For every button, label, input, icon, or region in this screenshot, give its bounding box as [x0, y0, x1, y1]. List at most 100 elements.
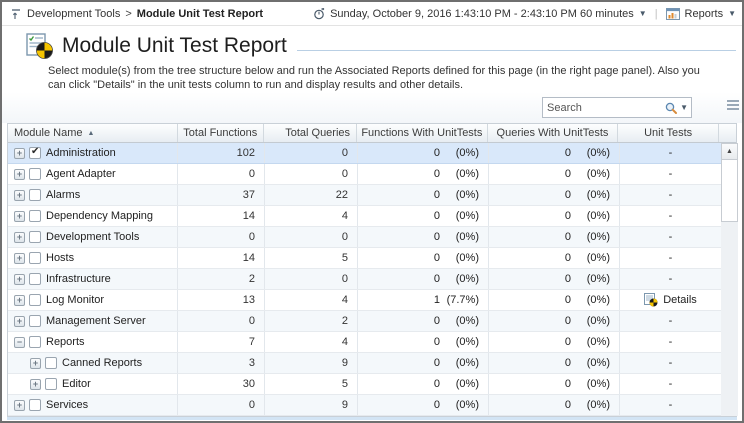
search-icon[interactable]: [664, 101, 678, 115]
table-row[interactable]: + Development Tools 0 0 0 (0%) 0 (0%) -: [8, 227, 721, 248]
module-name-cell: + Log Monitor: [8, 290, 178, 310]
column-header-unit-tests[interactable]: Unit Tests: [618, 124, 719, 142]
page-title: Module Unit Test Report: [62, 34, 287, 57]
grid-options-icon[interactable]: [727, 100, 741, 114]
header-filler: [719, 124, 736, 142]
table-row[interactable]: + Dependency Mapping 14 4 0 (0%) 0 (0%) -: [8, 206, 721, 227]
scrollbar-thumb[interactable]: [721, 160, 738, 222]
table-row[interactable]: + Editor 30 5 0 (0%) 0 (0%) -: [8, 374, 721, 395]
reports-dropdown[interactable]: Reports ▼: [665, 7, 736, 20]
expand-icon[interactable]: +: [14, 399, 25, 411]
report-chart-icon: [665, 7, 680, 20]
scroll-up-button[interactable]: ▲: [721, 143, 738, 160]
unit-tests-cell: -: [620, 143, 721, 163]
row-checkbox[interactable]: [29, 273, 41, 285]
row-checkbox[interactable]: [29, 315, 41, 327]
queries-with-unittests-cell: 0 (0%): [489, 143, 620, 163]
queries-with-unittests-cell: 0 (0%): [489, 290, 620, 310]
breadcrumb-separator: >: [125, 7, 132, 20]
time-range-dropdown[interactable]: Sunday, October 9, 2016 1:43:10 PM - 2:4…: [313, 7, 647, 20]
column-header-functions-with-unittests[interactable]: Functions With UnitTests: [357, 124, 488, 142]
row-checkbox[interactable]: [29, 294, 41, 306]
expand-icon[interactable]: +: [14, 168, 25, 180]
unit-tests-cell: -: [620, 248, 721, 268]
table-row[interactable]: + Log Monitor 13 4 1 (7.7%) 0 (0%) Details: [8, 290, 721, 311]
row-checkbox[interactable]: [29, 168, 41, 180]
expand-icon[interactable]: +: [14, 273, 25, 285]
row-checkbox[interactable]: [45, 378, 57, 390]
expand-icon[interactable]: +: [30, 357, 41, 369]
total-queries-cell: 0: [265, 227, 358, 247]
unit-tests-cell: -: [620, 395, 721, 415]
breadcrumb-parent[interactable]: Development Tools: [27, 7, 121, 20]
total-queries-cell: 4: [265, 290, 358, 310]
row-checkbox[interactable]: [29, 252, 41, 264]
unit-tests-value: -: [668, 315, 673, 327]
row-checkbox[interactable]: [45, 357, 57, 369]
unit-test-report-icon: [26, 32, 54, 60]
table-row[interactable]: + Infrastructure 2 0 0 (0%) 0 (0%) -: [8, 269, 721, 290]
module-name: Dependency Mapping: [46, 210, 154, 222]
table-row[interactable]: + Management Server 0 2 0 (0%) 0 (0%) -: [8, 311, 721, 332]
vertical-scrollbar[interactable]: ▲: [721, 143, 738, 416]
column-header-total-queries[interactable]: Total Queries: [264, 124, 358, 142]
row-checkbox[interactable]: [29, 210, 41, 222]
total-queries-cell: 4: [265, 206, 358, 226]
total-functions-cell: 2: [178, 269, 265, 289]
expand-icon[interactable]: +: [14, 210, 25, 222]
module-name-cell: + Alarms: [8, 185, 178, 205]
row-checkbox[interactable]: [29, 399, 41, 411]
unit-tests-cell: -: [620, 164, 721, 184]
table-row[interactable]: + Services 0 9 0 (0%) 0 (0%) -: [8, 395, 721, 416]
expand-icon[interactable]: +: [14, 252, 25, 264]
expand-icon[interactable]: +: [14, 231, 25, 243]
queries-with-unittests-cell: 0 (0%): [489, 332, 620, 352]
bottom-strip: [7, 416, 737, 420]
expand-icon[interactable]: +: [14, 189, 25, 201]
row-checkbox[interactable]: [29, 189, 41, 201]
collapse-icon[interactable]: −: [14, 336, 25, 348]
module-name: Log Monitor: [46, 294, 105, 306]
row-checkbox[interactable]: [29, 146, 41, 159]
table-row[interactable]: + Hosts 14 5 0 (0%) 0 (0%) -: [8, 248, 721, 269]
unit-tests-value: -: [668, 168, 673, 180]
module-name-cell: + Infrastructure: [8, 269, 178, 289]
functions-with-unittests-cell: 0 (0%): [358, 227, 489, 247]
total-functions-cell: 37: [178, 185, 265, 205]
module-name: Agent Adapter: [46, 168, 116, 180]
column-header-queries-with-unittests[interactable]: Queries With UnitTests: [488, 124, 619, 142]
table-row[interactable]: + Alarms 37 22 0 (0%) 0 (0%) -: [8, 185, 721, 206]
expand-icon[interactable]: +: [14, 294, 25, 306]
total-functions-cell: 14: [178, 206, 265, 226]
expand-icon[interactable]: +: [14, 315, 25, 327]
table-row[interactable]: + Agent Adapter 0 0 0 (0%) 0 (0%) -: [8, 164, 721, 185]
unit-tests-cell: -: [620, 185, 721, 205]
up-level-icon[interactable]: [10, 8, 22, 20]
unit-tests-cell: -: [620, 374, 721, 394]
module-name: Management Server: [46, 315, 146, 327]
breadcrumb: Development Tools > Module Unit Test Rep…: [10, 8, 263, 20]
reports-label: Reports: [684, 7, 724, 20]
functions-with-unittests-cell: 0 (0%): [358, 164, 489, 184]
expand-icon[interactable]: +: [30, 378, 41, 390]
total-functions-cell: 13: [178, 290, 265, 310]
search-input[interactable]: [543, 99, 665, 116]
search-options-chevron-icon[interactable]: ▼: [680, 102, 688, 112]
unit-tests-value: -: [668, 357, 673, 369]
module-name: Services: [46, 399, 89, 411]
row-checkbox[interactable]: [29, 336, 41, 348]
row-checkbox[interactable]: [29, 231, 41, 243]
toolbar: ▼: [2, 92, 742, 123]
functions-with-unittests-cell: 0 (0%): [358, 395, 489, 415]
column-header-module-name[interactable]: Module Name ▲: [8, 124, 178, 142]
functions-with-unittests-cell: 0 (0%): [358, 143, 489, 163]
table-row[interactable]: − Reports 7 4 0 (0%) 0 (0%) -: [8, 332, 721, 353]
unit-tests-value: -: [668, 399, 673, 411]
functions-with-unittests-cell: 0 (0%): [358, 185, 489, 205]
table-row[interactable]: + Canned Reports 3 9 0 (0%) 0 (0%) -: [8, 353, 721, 374]
functions-with-unittests-cell: 1 (7.7%): [358, 290, 489, 310]
expand-icon[interactable]: +: [14, 147, 25, 159]
column-header-total-functions[interactable]: Total Functions: [178, 124, 265, 142]
details-link[interactable]: Details: [663, 294, 697, 306]
